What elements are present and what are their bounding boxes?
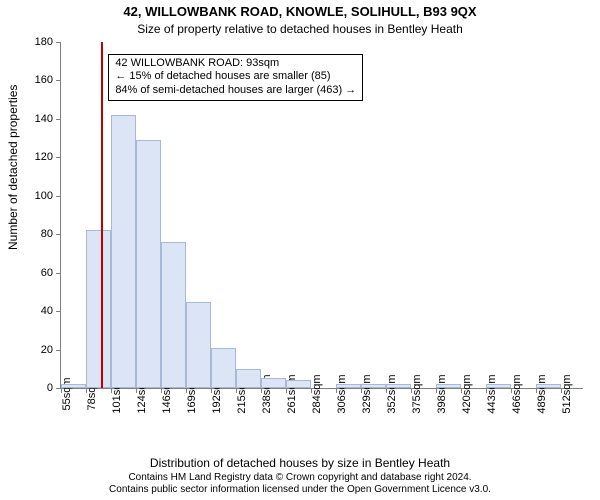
- x-tick-label: 420sqm: [461, 374, 473, 413]
- x-tick-label: 512sqm: [561, 374, 573, 413]
- x-tick-label: 306sqm: [336, 374, 348, 413]
- y-tick: [56, 196, 61, 197]
- histogram-bar: [186, 302, 211, 389]
- annotation-line: ← 15% of detached houses are smaller (85…: [115, 70, 356, 84]
- attribution-line2: Contains public sector information licen…: [109, 484, 491, 495]
- x-tick-label: 398sqm: [436, 374, 448, 413]
- x-tick-label: 329sqm: [361, 374, 373, 413]
- y-tick-label: 20: [41, 344, 53, 356]
- histogram-bar: [386, 384, 411, 388]
- y-tick: [56, 350, 61, 351]
- attribution-line1: Contains HM Land Registry data © Crown c…: [128, 472, 471, 483]
- histogram-bar: [336, 384, 361, 388]
- x-tick-label: 489sqm: [536, 374, 548, 413]
- histogram-bar: [211, 348, 236, 388]
- histogram-bar: [86, 230, 111, 388]
- histogram-bar: [236, 369, 261, 388]
- y-tick-label: 80: [41, 228, 53, 240]
- histogram-bar: [261, 378, 286, 388]
- reference-line: [101, 42, 103, 388]
- y-tick: [56, 42, 61, 43]
- histogram-bar: [136, 140, 161, 388]
- histogram-bar: [536, 384, 561, 388]
- chart-title-line2: Size of property relative to detached ho…: [0, 22, 600, 36]
- y-tick: [56, 157, 61, 158]
- y-tick-label: 140: [35, 113, 53, 125]
- y-tick: [56, 80, 61, 81]
- annotation-line: 84% of semi-detached houses are larger (…: [115, 84, 356, 98]
- y-tick-label: 60: [41, 267, 53, 279]
- x-tick-label: 352sqm: [386, 374, 398, 413]
- x-tick-label: 443sqm: [486, 374, 498, 413]
- histogram-bar: [161, 242, 186, 388]
- y-tick-label: 100: [35, 190, 53, 202]
- y-tick: [56, 311, 61, 312]
- histogram-bar: [286, 380, 311, 388]
- y-tick-label: 40: [41, 305, 53, 317]
- histogram-bar: [486, 384, 511, 388]
- x-tick-label: 375sqm: [411, 374, 423, 413]
- histogram-bar: [61, 384, 86, 388]
- chart-title-line1: 42, WILLOWBANK ROAD, KNOWLE, SOLIHULL, B…: [0, 4, 600, 19]
- x-tick-label: 55sqm: [61, 377, 73, 410]
- x-tick-label: 466sqm: [511, 374, 523, 413]
- histogram-plot: 02040608010012014016018055sqm78sqm101sqm…: [60, 42, 583, 389]
- y-tick-label: 120: [35, 151, 53, 163]
- x-tick-label: 284sqm: [311, 374, 323, 413]
- annotation-line: 42 WILLOWBANK ROAD: 93sqm: [115, 57, 356, 71]
- histogram-bar: [111, 115, 136, 388]
- annotation-box: 42 WILLOWBANK ROAD: 93sqm← 15% of detach…: [108, 54, 363, 101]
- y-tick-label: 180: [35, 36, 53, 48]
- x-axis-label: Distribution of detached houses by size …: [0, 456, 600, 470]
- y-axis-label: Number of detached properties: [6, 85, 20, 250]
- y-tick: [56, 234, 61, 235]
- y-tick-label: 0: [47, 382, 53, 394]
- histogram-bar: [436, 384, 461, 388]
- attribution-text: Contains HM Land Registry data © Crown c…: [0, 472, 600, 496]
- y-tick: [56, 273, 61, 274]
- y-tick-label: 160: [35, 74, 53, 86]
- histogram-bar: [361, 384, 386, 388]
- y-tick: [56, 119, 61, 120]
